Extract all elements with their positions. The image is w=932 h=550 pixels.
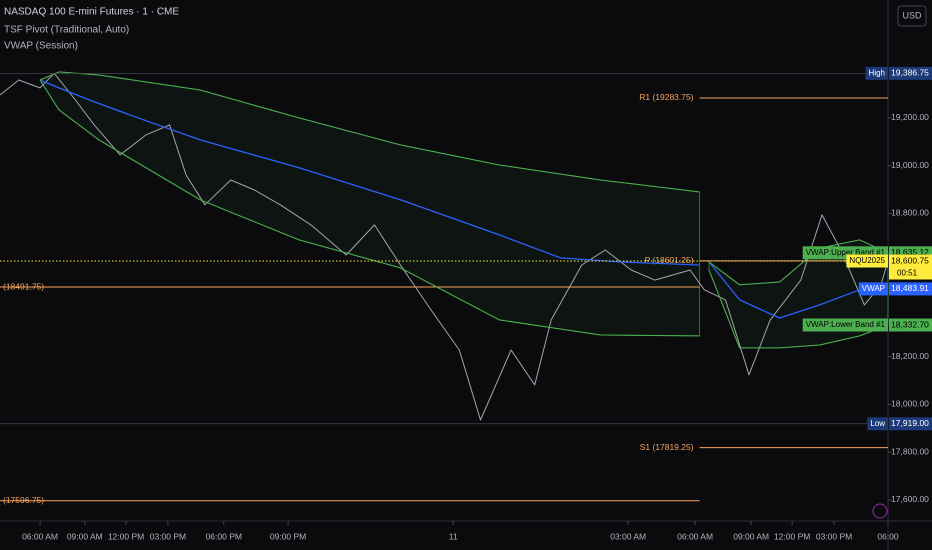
price-tag-label: 18,600.75 xyxy=(891,255,929,265)
y-tick-label: 18,000.00 xyxy=(891,399,929,409)
x-tick-label: 03:00 PM xyxy=(816,531,852,541)
tag-name-box xyxy=(802,318,888,332)
pivot-label: R1 (19283.75) xyxy=(639,92,694,102)
tag-name: NQU2025 xyxy=(849,256,885,265)
series-line xyxy=(0,72,889,421)
y-tick-label: 18,200.00 xyxy=(891,351,929,361)
pivot-label: (18491.75) xyxy=(3,281,44,291)
x-tick-label: 06:00 AM xyxy=(677,531,713,541)
alert-icon[interactable] xyxy=(872,503,888,519)
price-tag-label: 19,386.75 xyxy=(891,68,929,78)
tag-name: High xyxy=(869,68,885,77)
y-tick-label: 17,600.00 xyxy=(891,494,929,504)
price-tag xyxy=(889,318,932,332)
symbol-title: NASDAQ 100 E-mini Futures · 1 · CME xyxy=(4,7,179,18)
currency-button[interactable] xyxy=(897,5,927,27)
x-tick-label: 09:00 AM xyxy=(67,531,103,541)
price-tag xyxy=(889,282,932,296)
tag-name: VWAP:Lower Band #1 xyxy=(806,320,886,329)
price-tag xyxy=(889,417,932,431)
y-tick-label: 19,000.00 xyxy=(891,160,929,170)
y-tick-label: 19,200.00 xyxy=(891,112,929,122)
x-tick-label: 06:00 AM xyxy=(22,531,58,541)
tag-name-box xyxy=(858,282,888,296)
tag-name-box xyxy=(865,66,888,80)
x-tick-label: 03:00 PM xyxy=(150,531,186,541)
series-line xyxy=(39,71,889,286)
tag-name: VWAP xyxy=(862,284,885,293)
pivot-label: P (18601.25) xyxy=(645,255,694,265)
x-tick-label: 12:00 PM xyxy=(774,531,810,541)
price-tag xyxy=(889,254,932,268)
tag-name-box xyxy=(846,254,888,268)
price-tag-label: 18,635.12 xyxy=(891,247,929,257)
x-tick-label: 11 xyxy=(449,531,458,541)
tag-name: Low xyxy=(870,419,885,428)
price-tag xyxy=(889,66,932,80)
x-tick-label: 03:00 AM xyxy=(610,531,646,541)
tag-name: VWAP:Upper Band #1 xyxy=(806,248,886,257)
price-tag-label: 17,919.00 xyxy=(891,418,929,428)
x-tick-label: 06:00 xyxy=(877,531,899,541)
currency-label[interactable]: USD xyxy=(902,10,922,20)
price-tag-label: 18,483.91 xyxy=(891,283,929,293)
tag-name-box xyxy=(867,417,888,431)
plot: R1 (19283.75) P (18601.25) (18491.75) S1 (1… xyxy=(0,71,889,505)
indicator-label: TSF Pivot (Traditional, Auto) xyxy=(4,25,129,36)
series-line xyxy=(39,79,889,349)
price-tag-label: 18,332.70 xyxy=(891,319,929,329)
x-tick-label: 12:00 PM xyxy=(108,531,144,541)
countdown-box xyxy=(889,267,932,280)
y-tick-label: 18,800.00 xyxy=(891,208,929,218)
pivot-label: S1 (17819.25) xyxy=(640,442,694,452)
y-tick-label: 17,800.00 xyxy=(891,446,929,456)
indicator-label: VWAP (Session) xyxy=(4,41,78,52)
x-tick-label: 09:00 AM xyxy=(733,531,769,541)
x-tick-label: 06:00 PM xyxy=(206,531,242,541)
x-tick-label: 09:00 PM xyxy=(270,531,306,541)
pivot-label: (17596.75) xyxy=(3,495,44,505)
countdown: 00:51 xyxy=(897,269,918,278)
